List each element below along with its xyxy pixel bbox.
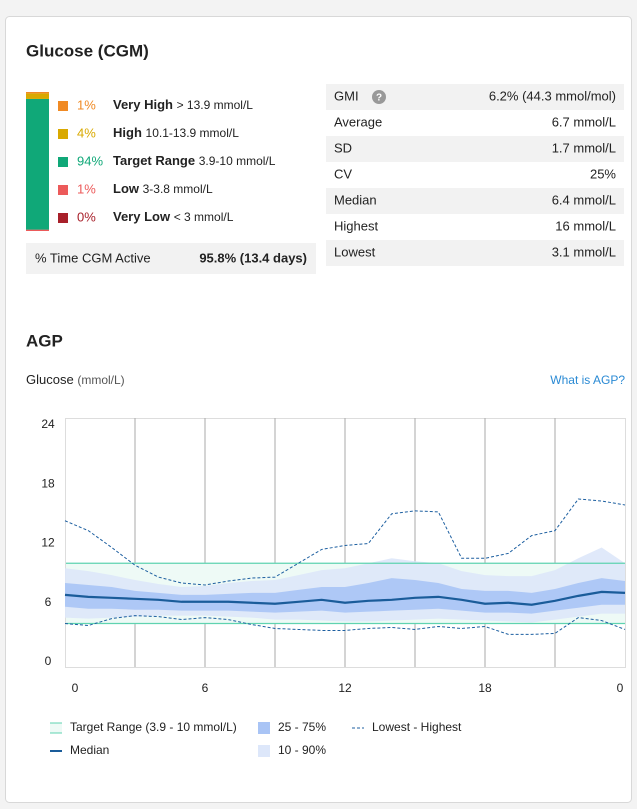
stats-label: Average <box>334 114 382 129</box>
y-tick-label: 18 <box>41 476 55 490</box>
extreme-line <box>64 498 626 586</box>
stats-value: 6.7 mmol/L <box>552 114 616 129</box>
y-tick-label: 12 <box>41 536 55 550</box>
range-percent: 1% <box>77 181 96 196</box>
stats-label: Lowest <box>334 244 376 259</box>
legend-swatch <box>258 745 270 757</box>
range-name: Very Low <box>113 209 171 224</box>
legend-label: 25 - 75% <box>278 720 326 734</box>
stats-value: 6.4 mmol/L <box>552 192 616 207</box>
stats-value: 6.2% (44.3 mmol/mol) <box>489 88 616 103</box>
range-limits: 3.9-10 mmol/L <box>199 154 276 168</box>
y-tick-label: 6 <box>45 595 52 609</box>
stats-value: 16 mmol/L <box>555 218 616 233</box>
range-name: Low <box>113 181 140 196</box>
range-text: Very Low < 3 mmol/L <box>113 209 234 224</box>
range-text: Very High > 13.9 mmol/L <box>113 97 253 112</box>
stats-label: GMI <box>334 88 359 103</box>
x-tick-label: 6 <box>202 681 209 695</box>
range-swatch <box>58 185 68 195</box>
range-limits: 3-3.8 mmol/L <box>143 182 213 196</box>
range-percent: 4% <box>77 125 96 140</box>
legend-label: Median <box>70 743 109 757</box>
range-percent: 94% <box>77 153 103 168</box>
stats-value: 1.7 mmol/L <box>552 140 616 155</box>
range-name: High <box>113 125 142 140</box>
y-axis-label: Glucose (mmol/L) <box>26 372 125 387</box>
stats-label: CV <box>334 166 352 181</box>
range-bar-segment <box>26 98 49 230</box>
range-bar-segment <box>26 93 49 99</box>
range-percent: 0% <box>77 209 96 224</box>
legend-label: Lowest - Highest <box>372 720 462 734</box>
stats-row-bg <box>326 136 624 162</box>
stats-row-bg <box>326 240 624 266</box>
legend-label: 10 - 90% <box>278 743 326 757</box>
x-tick-label: 0 <box>72 681 79 695</box>
card-title: Glucose (CGM) <box>26 41 149 60</box>
range-text: High 10.1-13.9 mmol/L <box>113 125 239 140</box>
stats-value: 3.1 mmol/L <box>552 244 616 259</box>
stats-label: Median <box>334 192 377 207</box>
range-text: Low 3-3.8 mmol/L <box>113 181 213 196</box>
median-line <box>64 590 626 606</box>
extreme-line <box>64 615 626 635</box>
range-swatch <box>58 213 68 223</box>
legend-swatch <box>50 723 62 733</box>
range-limits: > 13.9 mmol/L <box>177 98 254 112</box>
help-icon-glyph: ? <box>376 93 382 104</box>
range-text: Target Range 3.9-10 mmol/L <box>113 153 276 168</box>
stats-value: 25% <box>590 166 616 181</box>
y-tick-label: 0 <box>45 654 52 668</box>
active-label: % Time CGM Active <box>35 250 151 265</box>
stats-label: SD <box>334 140 352 155</box>
active-value: 95.8% (13.4 days) <box>199 250 307 265</box>
range-name: Target Range <box>113 153 195 168</box>
range-bar-segment <box>26 229 49 231</box>
x-tick-label: 18 <box>478 681 492 695</box>
range-swatch <box>58 157 68 167</box>
x-tick-label: 0 <box>617 681 624 695</box>
stats-label: Highest <box>334 218 378 233</box>
range-limits: 10.1-13.9 mmol/L <box>146 126 240 140</box>
y-axis-unit: (mmol/L) <box>77 373 124 387</box>
range-swatch <box>58 129 68 139</box>
range-limits: < 3 mmol/L <box>174 210 234 224</box>
help-icon <box>372 90 386 104</box>
card <box>5 16 632 803</box>
y-tick-label: 24 <box>41 417 55 431</box>
y-axis-title: Glucose <box>26 372 74 387</box>
legend-label: Target Range (3.9 - 10 mmol/L) <box>70 720 237 734</box>
active-box <box>26 243 316 274</box>
agp-title: AGP <box>26 331 63 350</box>
range-percent: 1% <box>77 97 96 112</box>
agp-link[interactable]: What is AGP? <box>550 373 625 387</box>
range-name: Very High <box>113 97 173 112</box>
x-tick-label: 12 <box>338 681 352 695</box>
legend-swatch <box>258 722 270 734</box>
range-bar-segment <box>26 92 49 94</box>
stats-row-bg <box>326 188 624 214</box>
range-swatch <box>58 101 68 111</box>
